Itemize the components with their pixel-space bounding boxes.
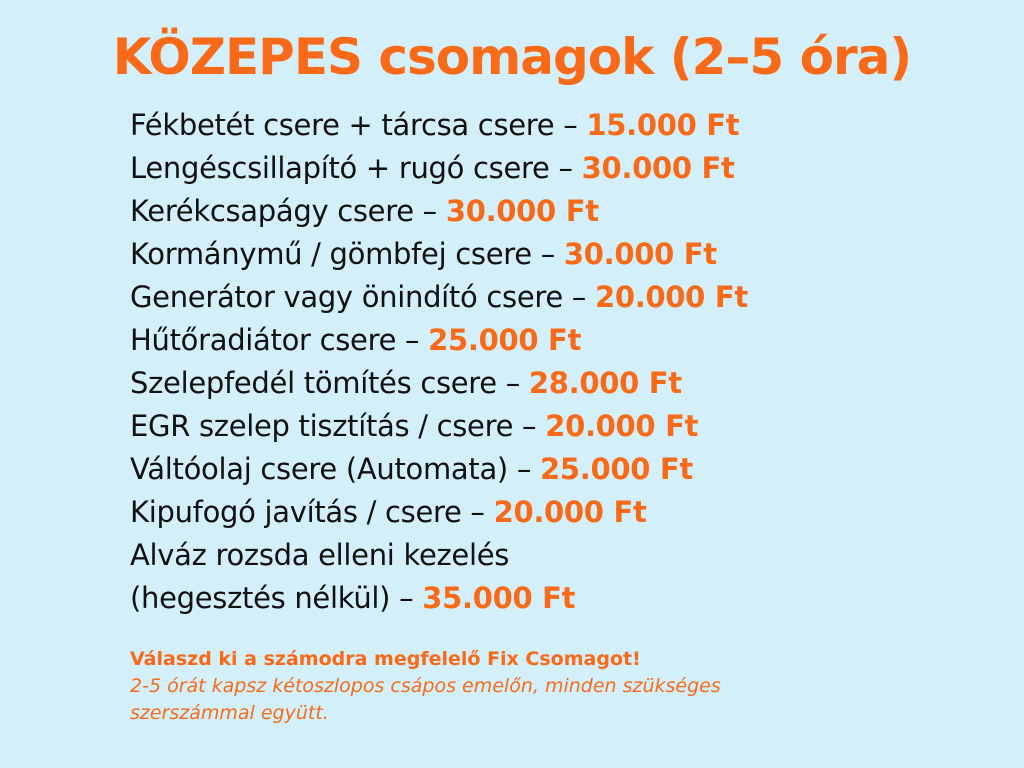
price-list: Fékbetét csere + tárcsa csere – 15.000 F… <box>130 104 748 620</box>
service-name: (hegesztés nélkül) <box>130 581 391 615</box>
price-list-item: Alváz rozsda elleni kezelés <box>130 534 748 577</box>
service-price: 20.000 Ft <box>594 280 748 314</box>
note-headline: Válaszd ki a számodra megfelelő Fix Csom… <box>130 648 641 670</box>
separator: – <box>461 495 494 529</box>
service-name: Lengéscsillapító + rugó csere <box>130 151 550 185</box>
service-name: Szelepfedél tömítés csere <box>130 366 497 400</box>
service-name: Alváz rozsda elleni kezelés <box>130 538 510 572</box>
separator: – <box>396 323 429 357</box>
service-price: 30.000 Ft <box>563 237 717 271</box>
service-price: 30.000 Ft <box>445 194 599 228</box>
service-price: 30.000 Ft <box>581 151 735 185</box>
price-list-item: Kipufogó javítás / csere – 20.000 Ft <box>130 491 748 534</box>
price-list-item: (hegesztés nélkül) – 35.000 Ft <box>130 577 748 620</box>
price-list-item: Generátor vagy önindító csere – 20.000 F… <box>130 276 748 319</box>
page-title: KÖZEPES csomagok (2–5 óra) <box>112 28 912 86</box>
separator: – <box>390 581 423 615</box>
separator: – <box>549 151 582 185</box>
service-name: Kerékcsapágy csere <box>130 194 414 228</box>
separator: – <box>531 237 564 271</box>
note-body: 2-5 órát kapsz kétoszlopos csápos emelőn… <box>130 675 721 724</box>
separator: – <box>496 366 529 400</box>
service-name: EGR szelep tisztítás / csere <box>130 409 514 443</box>
separator: – <box>513 409 546 443</box>
price-list-item: Lengéscsillapító + rugó csere – 30.000 F… <box>130 147 748 190</box>
price-list-item: EGR szelep tisztítás / csere – 20.000 Ft <box>130 405 748 448</box>
service-name: Kipufogó javítás / csere <box>130 495 462 529</box>
service-name: Fékbetét csere + tárcsa csere <box>130 108 555 142</box>
separator: – <box>413 194 446 228</box>
service-price: 20.000 Ft <box>545 409 699 443</box>
service-name: Generátor vagy önindító csere <box>130 280 563 314</box>
price-list-item: Hűtőradiátor csere – 25.000 Ft <box>130 319 748 362</box>
service-price: 20.000 Ft <box>493 495 647 529</box>
service-price: 15.000 Ft <box>586 108 740 142</box>
service-price: 35.000 Ft <box>422 581 576 615</box>
separator: – <box>554 108 587 142</box>
note: Válaszd ki a számodra megfelelő Fix Csom… <box>130 646 830 727</box>
service-name: Kormánymű / gömbfej csere <box>130 237 532 271</box>
service-name: Hűtőradiátor csere <box>130 323 397 357</box>
price-list-item: Szelepfedél tömítés csere – 28.000 Ft <box>130 362 748 405</box>
price-list-item: Váltóolaj csere (Automata) – 25.000 Ft <box>130 448 748 491</box>
price-list-item: Kormánymű / gömbfej csere – 30.000 Ft <box>130 233 748 276</box>
service-price: 25.000 Ft <box>539 452 693 486</box>
separator: – <box>507 452 540 486</box>
price-list-item: Fékbetét csere + tárcsa csere – 15.000 F… <box>130 104 748 147</box>
service-price: 25.000 Ft <box>428 323 582 357</box>
service-price: 28.000 Ft <box>528 366 682 400</box>
price-list-item: Kerékcsapágy csere – 30.000 Ft <box>130 190 748 233</box>
separator: – <box>562 280 595 314</box>
service-name: Váltóolaj csere (Automata) <box>130 452 508 486</box>
